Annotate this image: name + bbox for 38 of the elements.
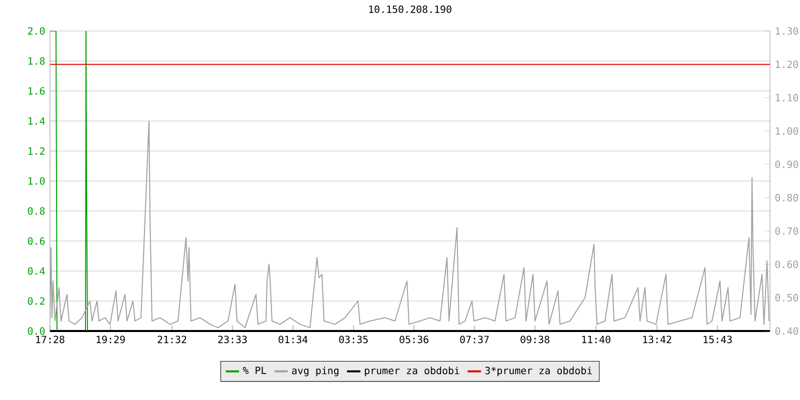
y-tick-label: 0.4 bbox=[28, 267, 45, 275]
y-tick-label: 0.2 bbox=[28, 297, 44, 305]
y-tick-label: 0.6 bbox=[28, 237, 45, 245]
y2-tick-label: 0.70 bbox=[775, 227, 798, 235]
y2-tick-label: 0.50 bbox=[775, 294, 798, 302]
x-tick-label: 15:43 bbox=[704, 336, 732, 344]
y-tick-label: 0.8 bbox=[28, 207, 45, 215]
x-tick-label: 05:36 bbox=[400, 336, 428, 344]
x-tick-label: 13:42 bbox=[643, 336, 672, 344]
y2-tick-label: 1.10 bbox=[776, 94, 798, 102]
x-tick-label: 11:40 bbox=[582, 336, 610, 344]
y2-tick-label: 1.00 bbox=[776, 127, 798, 135]
y2-tick-label: 1.20 bbox=[776, 60, 798, 68]
y2-tick-label: 0.80 bbox=[775, 194, 798, 202]
y2-tick-label: 0.60 bbox=[775, 260, 798, 268]
legend-label: prumer za obdobi bbox=[364, 366, 460, 376]
y-tick-label: 1.4 bbox=[28, 117, 45, 125]
y2-tick-label: 1.30 bbox=[776, 27, 798, 35]
x-tick-label: 21:32 bbox=[158, 336, 186, 344]
y-tick-label: 1.2 bbox=[28, 147, 44, 155]
x-tick-label: 17:28 bbox=[36, 336, 64, 344]
x-tick-label: 23:33 bbox=[218, 336, 247, 344]
chart-title: 10.150.208.190 bbox=[369, 5, 452, 14]
legend-label: % PL bbox=[242, 366, 266, 374]
y-tick-label: 1.6 bbox=[28, 87, 45, 95]
y-tick-label: 2.0 bbox=[28, 27, 45, 35]
y-tick-label: 1.8 bbox=[28, 57, 45, 65]
y-tick-label: 0.0 bbox=[28, 327, 45, 335]
y-tick-label: 1.0 bbox=[28, 177, 45, 185]
x-tick-label: 07:37 bbox=[460, 336, 489, 344]
x-tick-label: 09:38 bbox=[520, 336, 550, 344]
x-tick-label: 19:29 bbox=[96, 336, 125, 344]
legend-label: 3*prumer za obdobi bbox=[485, 366, 592, 376]
x-tick-label: 01:34 bbox=[278, 336, 308, 344]
y2-tick-label: 0.40 bbox=[775, 327, 798, 335]
y2-tick-label: 0.90 bbox=[775, 160, 798, 168]
x-tick-label: 03:35 bbox=[339, 336, 368, 344]
legend-label: avg ping bbox=[292, 366, 338, 376]
